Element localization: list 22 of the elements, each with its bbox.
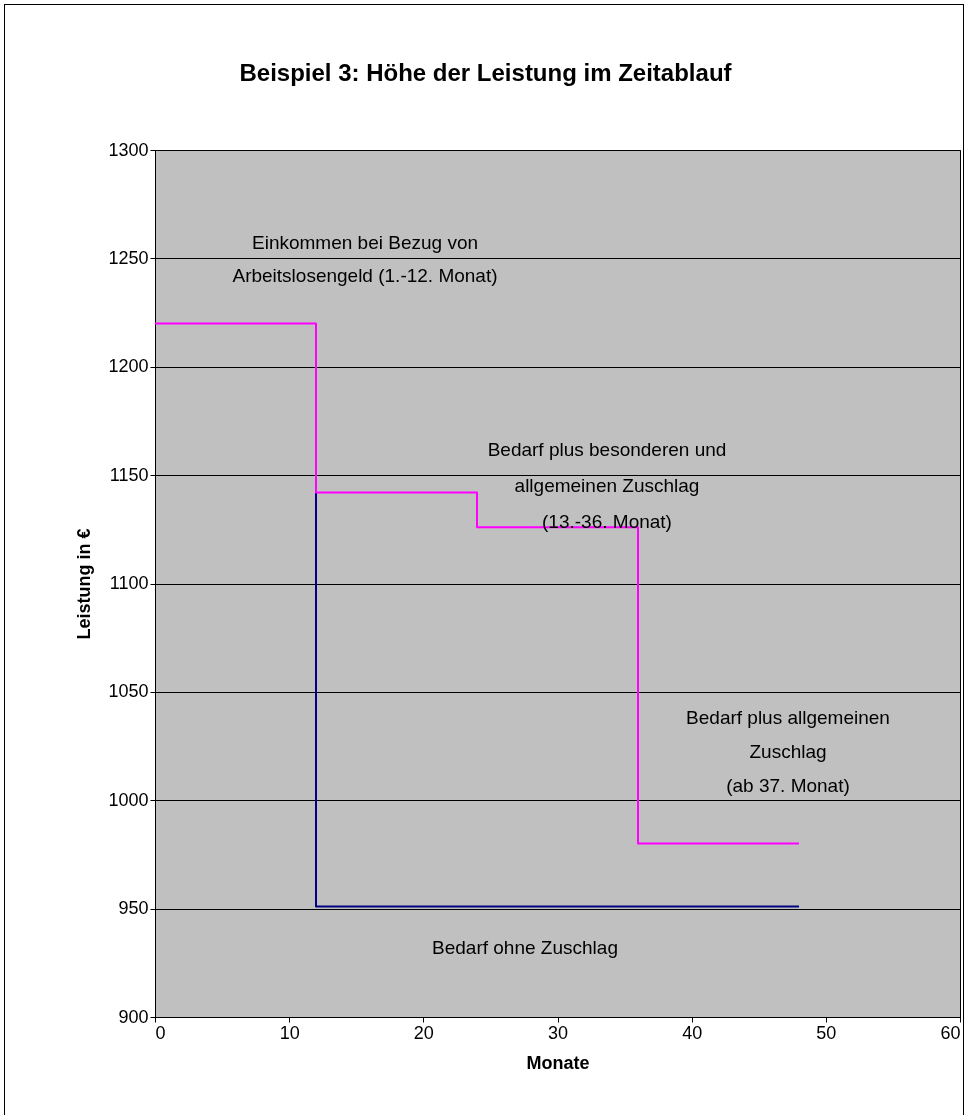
y-tick-label: 1050	[108, 681, 149, 702]
x-tick-label: 50	[816, 1022, 837, 1043]
x-tick-label: 40	[682, 1022, 703, 1043]
y-tick-label: 1200	[108, 356, 149, 377]
x-tick-label: 30	[547, 1022, 569, 1043]
chart-title: Beispiel 3: Höhe der Leistung im Zeitablauf	[239, 59, 733, 86]
x-axis-title: Monate	[526, 1052, 590, 1073]
y-tick-label: 1300	[108, 139, 149, 160]
x-tick-label: 60	[940, 1022, 961, 1043]
x-tick-label: 0	[155, 1022, 166, 1043]
x-tick-label: 10	[279, 1022, 300, 1043]
annotation: Einkommen bei Bezug von Arbeitslosengeld (1.-12. Monat)	[232, 232, 498, 286]
y-axis-title: Leistung in €	[74, 528, 95, 640]
x-tick-label: 20	[413, 1022, 434, 1043]
y-tick-label: 1150	[109, 464, 149, 485]
y-tick-label: 950	[118, 898, 149, 919]
y-tick-label: 1100	[109, 573, 149, 593]
annotation: Bedarf plus allgemeinen Zuschlag (ab 37. Monat)	[686, 707, 890, 796]
y-tick-label: 1000	[108, 789, 149, 810]
y-tick-label: 900	[118, 1006, 149, 1027]
y-tick-label: 1250	[108, 247, 149, 268]
annotation: Bedarf ohne Zuschlag	[432, 937, 618, 958]
